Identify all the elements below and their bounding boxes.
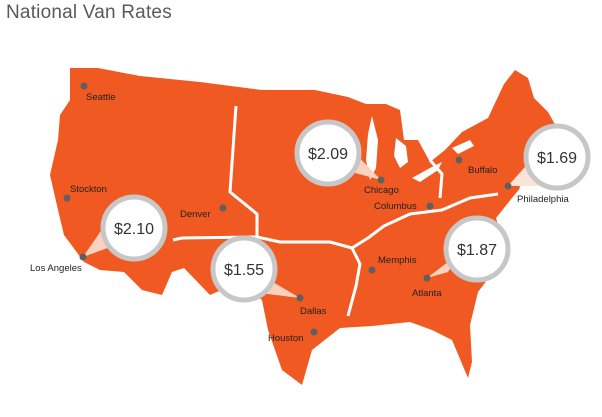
- rate-bubble-dallas: $1.55: [210, 235, 278, 303]
- label-atlanta: Atlanta: [412, 288, 442, 299]
- label-philadelphia: Philadelphia: [517, 194, 569, 205]
- rate-chicago: $2.09: [308, 146, 348, 163]
- dot-stockton: [63, 194, 71, 202]
- dot-memphis: [368, 266, 376, 274]
- page-title: National Van Rates: [6, 2, 172, 23]
- region-borders: [172, 105, 524, 317]
- rate-bubble-atlanta: $1.87: [443, 215, 511, 283]
- label-buffalo: Buffalo: [468, 165, 497, 176]
- label-seattle: Seattle: [86, 92, 116, 103]
- dot-chicago: [377, 176, 385, 184]
- label-houston: Houston: [268, 333, 303, 344]
- label-los-angeles: Los Angeles: [30, 263, 82, 274]
- rate-dallas: $1.55: [224, 262, 264, 279]
- dot-philadelphia: [504, 182, 512, 190]
- dot-atlanta: [423, 274, 431, 282]
- label-memphis: Memphis: [378, 255, 417, 266]
- rate-atlanta: $1.87: [457, 242, 497, 259]
- label-dallas: Dallas: [300, 306, 327, 317]
- rate-bubble-philadelphia: $1.69: [523, 123, 591, 191]
- dot-dallas: [296, 294, 304, 302]
- us-landmass: [50, 68, 557, 385]
- dot-buffalo: [455, 156, 463, 164]
- rate-bubble-chicago: $2.09: [294, 119, 362, 187]
- label-stockton: Stockton: [70, 184, 107, 195]
- rate-bubble-los-angeles: $2.10: [100, 194, 168, 262]
- great-lakes: [366, 116, 474, 182]
- city-dots: [63, 82, 512, 336]
- dot-denver: [219, 204, 227, 212]
- dot-los-angeles: [79, 253, 87, 261]
- lake-michigan: [366, 116, 378, 180]
- label-chicago: Chicago: [364, 185, 399, 196]
- dot-houston: [310, 328, 318, 336]
- rate-philadelphia: $1.69: [537, 150, 577, 167]
- city-labels: Seattle Stockton Los Angeles Denver Dall…: [30, 92, 569, 344]
- dot-columbus: [426, 202, 434, 210]
- label-denver: Denver: [180, 209, 211, 220]
- lake-huron: [394, 138, 408, 168]
- dot-seattle: [80, 82, 88, 90]
- label-columbus: Columbus: [374, 201, 417, 212]
- lake-ontario: [452, 140, 474, 154]
- rate-los-angeles: $2.10: [114, 221, 154, 238]
- lake-erie: [412, 162, 442, 182]
